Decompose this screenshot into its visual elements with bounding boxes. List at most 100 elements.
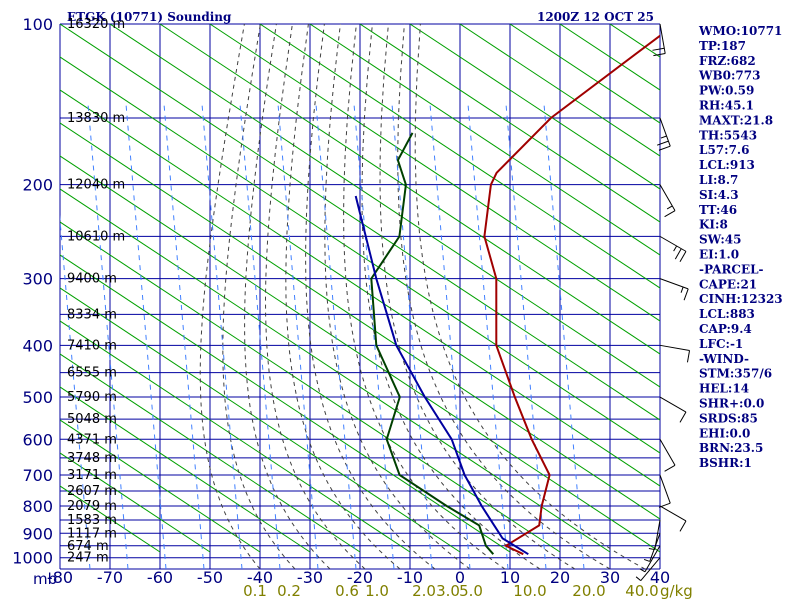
dry-adiabat [259,24,660,289]
wind-barb-staff [659,184,676,211]
mixing-ratio-line [505,103,547,569]
moist-adiabat [285,24,401,569]
wind-barb-flag [658,145,671,151]
wind-barb [659,235,687,263]
mixing-ratio-label: 5.0 [459,582,483,600]
pressure-label: 900 [22,524,53,543]
height-label: 1583 m [67,513,117,528]
mixing-ratio-label: 3.0 [436,582,460,600]
mix-unit-label: g/kg [660,582,693,600]
height-label: 5048 m [67,412,117,427]
moist-adiabat [397,24,611,569]
temperature-tick-label: -40 [247,568,273,587]
dry-adiabat [60,419,261,553]
mixing-ratio-line [60,214,91,569]
stability-index: MAXT:21.8 [699,113,773,127]
moist-adiabat [343,24,506,569]
dry-adiabat [760,24,800,552]
dry-adiabat [60,24,660,421]
height-label: 3171 m [67,468,117,483]
dry-adiabat [60,89,660,487]
stability-index: LI:8.7 [699,173,738,187]
stability-index: PW:0.59 [699,84,754,98]
pressure-label: 100 [22,15,53,34]
wind-barb-half-flag [639,568,646,573]
wind-barb-flag [679,251,687,263]
wind-barb-staff [659,439,676,466]
stability-index: -PARCEL- [699,262,764,276]
temperature-tick-label: 10 [500,568,520,587]
dry-adiabat [459,24,660,157]
moist-adiabat [305,24,436,569]
wind-barb [652,23,666,57]
mixing-ratio-line [391,103,433,569]
wind-barb-staff [659,474,671,504]
moist-adiabat [264,24,366,569]
wind-barb [643,533,661,562]
wind-barb-staff [659,278,689,290]
wind-barb [635,557,661,582]
wind-barb [656,117,671,151]
stability-index: KI:8 [699,218,728,232]
wind-barb-staff [659,23,666,54]
temperature-tick-label: -70 [97,568,123,587]
stability-index: BRN:23.5 [699,441,763,455]
wind-barb [658,474,671,508]
dry-adiabat [309,24,660,256]
mixing-ratio-line [201,103,243,569]
temperature-tick-label: -30 [297,568,323,587]
stability-index: LFC:-1 [699,337,743,351]
stability-index: TP:187 [699,39,746,53]
dry-adiabat [60,353,361,553]
wind-barb-half-flag [660,135,667,139]
stability-index: SRDS:85 [699,411,758,425]
dry-adiabat [60,155,660,553]
mixing-ratio-line [543,103,585,569]
wind-barb-half-flag [680,286,684,293]
mixing-ratio-label: 0.1 [243,582,267,600]
stability-index: SW:45 [699,233,741,247]
wind-barb-flag [674,248,682,260]
wind-barb-flag [653,53,666,57]
stability-index: CINH:12323 [699,292,783,306]
stability-index: L57:7.6 [699,143,749,157]
mixing-ratio-line [467,103,509,569]
dry-adiabat [359,24,660,223]
wind-barb-staff [659,396,687,413]
stability-index: TH:5543 [699,128,757,142]
wind-barb-staff [659,344,690,352]
moist-adiabat [324,24,471,569]
stability-index: TT:46 [699,203,737,217]
temperature-tick-label: -20 [347,568,373,587]
height-label: 674 m [67,539,109,554]
wind-barb-staff [659,235,687,252]
stability-index: SHR+:0.0 [699,397,764,411]
temperature-tick-label: 40 [650,568,670,587]
pressure-label: 300 [22,270,53,289]
temperature-profile-line [483,34,660,556]
stability-index: FRZ:682 [699,54,756,68]
dry-adiabat [509,24,660,124]
temperature-tick-label: 20 [550,568,570,587]
moist-adiabat [244,24,331,569]
pressure-label: 400 [22,336,53,355]
wind-barb-half-flag [666,205,673,210]
wind-barb-flag [656,140,669,146]
wind-barb-half-flag [643,558,650,562]
series-layer [354,34,660,556]
height-label: 12040 m [67,178,125,193]
moist-adiabat [361,24,541,569]
wind-barb-flag [683,288,689,301]
mixing-ratio-line [315,103,357,569]
temperature-tick-label: -60 [147,568,173,587]
dry-adiabat [409,24,660,190]
mixing-ratio-line [125,103,167,569]
moist-adiabat [379,24,576,569]
stability-index: WMO:10771 [698,24,782,38]
stability-index: SI:4.3 [699,188,739,202]
height-label: 10610 m [67,229,125,244]
mixing-ratio-label: 20.0 [572,582,605,600]
wind-barb [659,439,676,472]
dry-adiabat [60,320,411,553]
wind-barb-staff [659,505,687,522]
